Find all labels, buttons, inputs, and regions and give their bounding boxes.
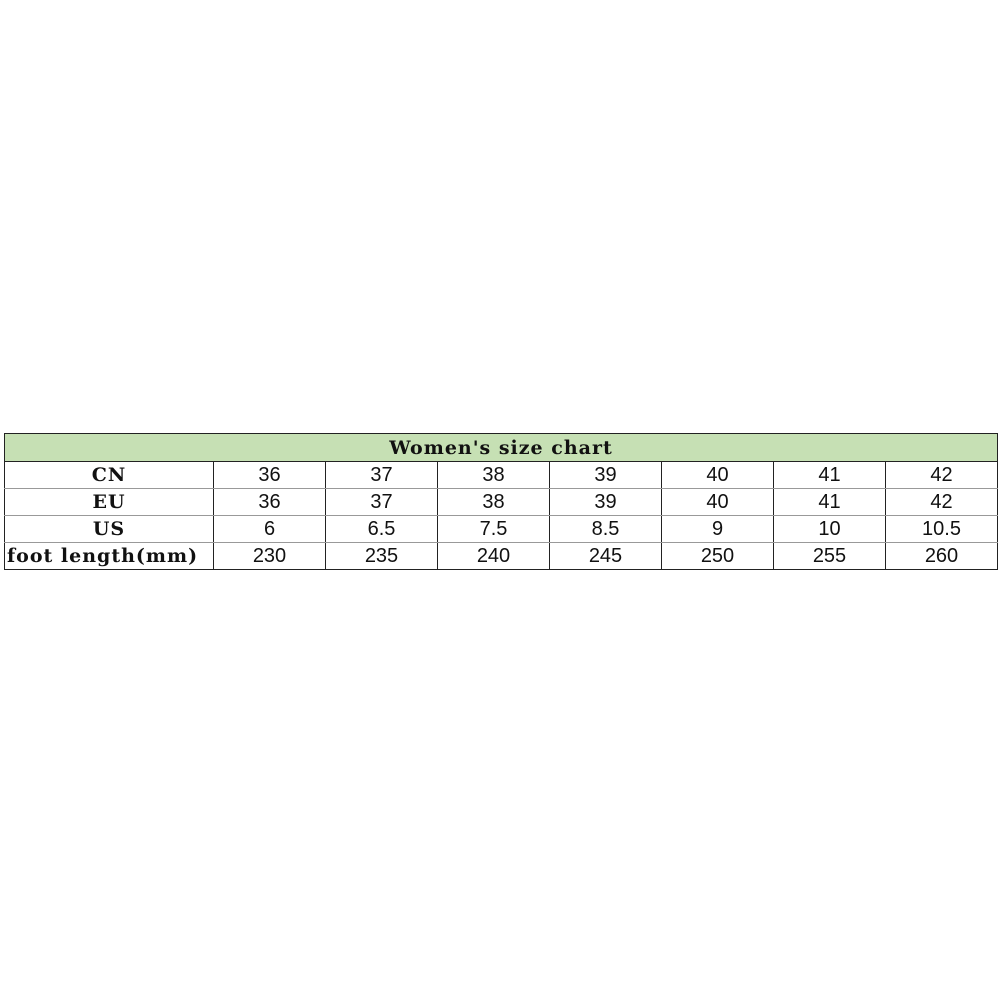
table-cell: 41 [773, 488, 886, 516]
table-cell: 230 [213, 542, 326, 570]
table-cell: 9 [661, 515, 774, 543]
table-cell: 10.5 [885, 515, 998, 543]
table-cell: 37 [325, 488, 438, 516]
table-cell: 245 [549, 542, 662, 570]
table-cell: 7.5 [437, 515, 550, 543]
table-cell: 42 [885, 488, 998, 516]
table-title: Women's size chart [4, 433, 998, 462]
table-cell: 39 [549, 488, 662, 516]
table-cell: 36 [213, 461, 326, 489]
table-cell: 39 [549, 461, 662, 489]
table-cell: 40 [661, 488, 774, 516]
table-row: EU 36 37 38 39 40 41 42 [4, 488, 998, 516]
size-chart-table: Women's size chart CN 36 37 38 39 40 41 42 EU 36 3… [4, 433, 998, 570]
table-row: CN 36 37 38 39 40 41 42 [4, 461, 998, 489]
table-cell: 36 [213, 488, 326, 516]
row-label: EU [4, 488, 214, 516]
table-cell: 40 [661, 461, 774, 489]
table-row: US 6 6.5 7.5 8.5 9 10 10.5 [4, 515, 998, 543]
row-label: US [4, 515, 214, 543]
table-cell: 240 [437, 542, 550, 570]
table-cell: 8.5 [549, 515, 662, 543]
table-cell: 41 [773, 461, 886, 489]
table-cell: 6.5 [325, 515, 438, 543]
table-cell: 10 [773, 515, 886, 543]
table-cell: 38 [437, 461, 550, 489]
table-cell: 38 [437, 488, 550, 516]
table-cell: 255 [773, 542, 886, 570]
row-label: foot length(mm) [4, 542, 214, 570]
table-row: foot length(mm) 230 235 240 245 250 255 260 [4, 542, 998, 570]
table-cell: 250 [661, 542, 774, 570]
title-row: Women's size chart [4, 433, 998, 462]
table-cell: 260 [885, 542, 998, 570]
table-cell: 6 [213, 515, 326, 543]
table-cell: 42 [885, 461, 998, 489]
table-cell: 37 [325, 461, 438, 489]
row-label: CN [4, 461, 214, 489]
table-cell: 235 [325, 542, 438, 570]
